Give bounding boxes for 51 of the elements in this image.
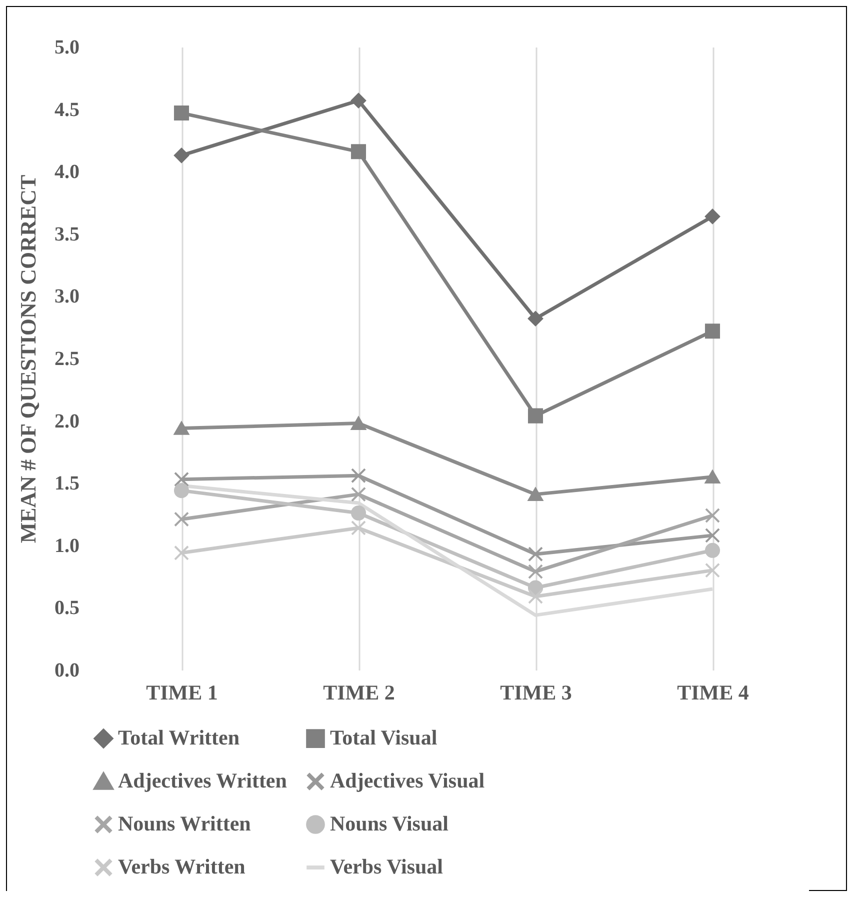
legend-label: Nouns Visual [330,812,449,836]
point [528,311,544,326]
point [174,472,190,487]
point [528,408,544,424]
point [704,528,720,543]
legend-label: Adjectives Visual [330,768,485,792]
x-tick-label: TIME 1 [146,680,218,704]
point [350,93,366,108]
point [704,562,720,578]
legend-label: Verbs Written [118,854,246,878]
y-axis-title: MEAN # OF QUESTIONS CORRECT [16,174,40,544]
point [704,470,720,484]
y-tick-label: 2.0 [54,410,80,432]
point [174,545,190,560]
y-tick-label: 0.5 [54,597,80,620]
legend-label: Verbs Visual [330,854,444,878]
y-tick-label: 2.5 [54,348,80,370]
point [528,564,544,580]
x-tick-label: TIME 2 [323,680,395,704]
point [174,422,190,435]
point [704,324,720,339]
legend-label: Nouns Written [118,812,252,836]
y-tick-label: 4.0 [54,161,80,184]
point [350,144,366,160]
point [350,486,366,502]
point [350,520,366,536]
point [174,148,190,163]
y-tick-label: 1.5 [54,472,80,495]
point [704,542,720,558]
y-tick-label: 0.0 [54,660,80,682]
point [174,106,190,121]
legend-label: Total Written [118,726,240,750]
y-tick-label: 5.0 [54,36,80,58]
point [528,488,544,501]
point [350,506,366,521]
y-tick-label: 4.5 [54,98,80,121]
x-tick-label: TIME 4 [677,680,750,704]
y-tick-label: 3.5 [54,223,80,246]
x-tick-label: TIME 3 [500,680,572,704]
point [528,546,544,562]
point [528,588,544,604]
point [350,468,366,484]
point [350,416,366,430]
point [174,483,190,498]
point [704,208,720,224]
y-tick-label: 3.0 [54,286,80,308]
legend-label: Adjectives Written [118,768,288,792]
legend-label: Total Visual [330,726,438,750]
point [174,512,190,527]
point [704,508,720,524]
y-tick-label: 1.0 [54,534,80,557]
